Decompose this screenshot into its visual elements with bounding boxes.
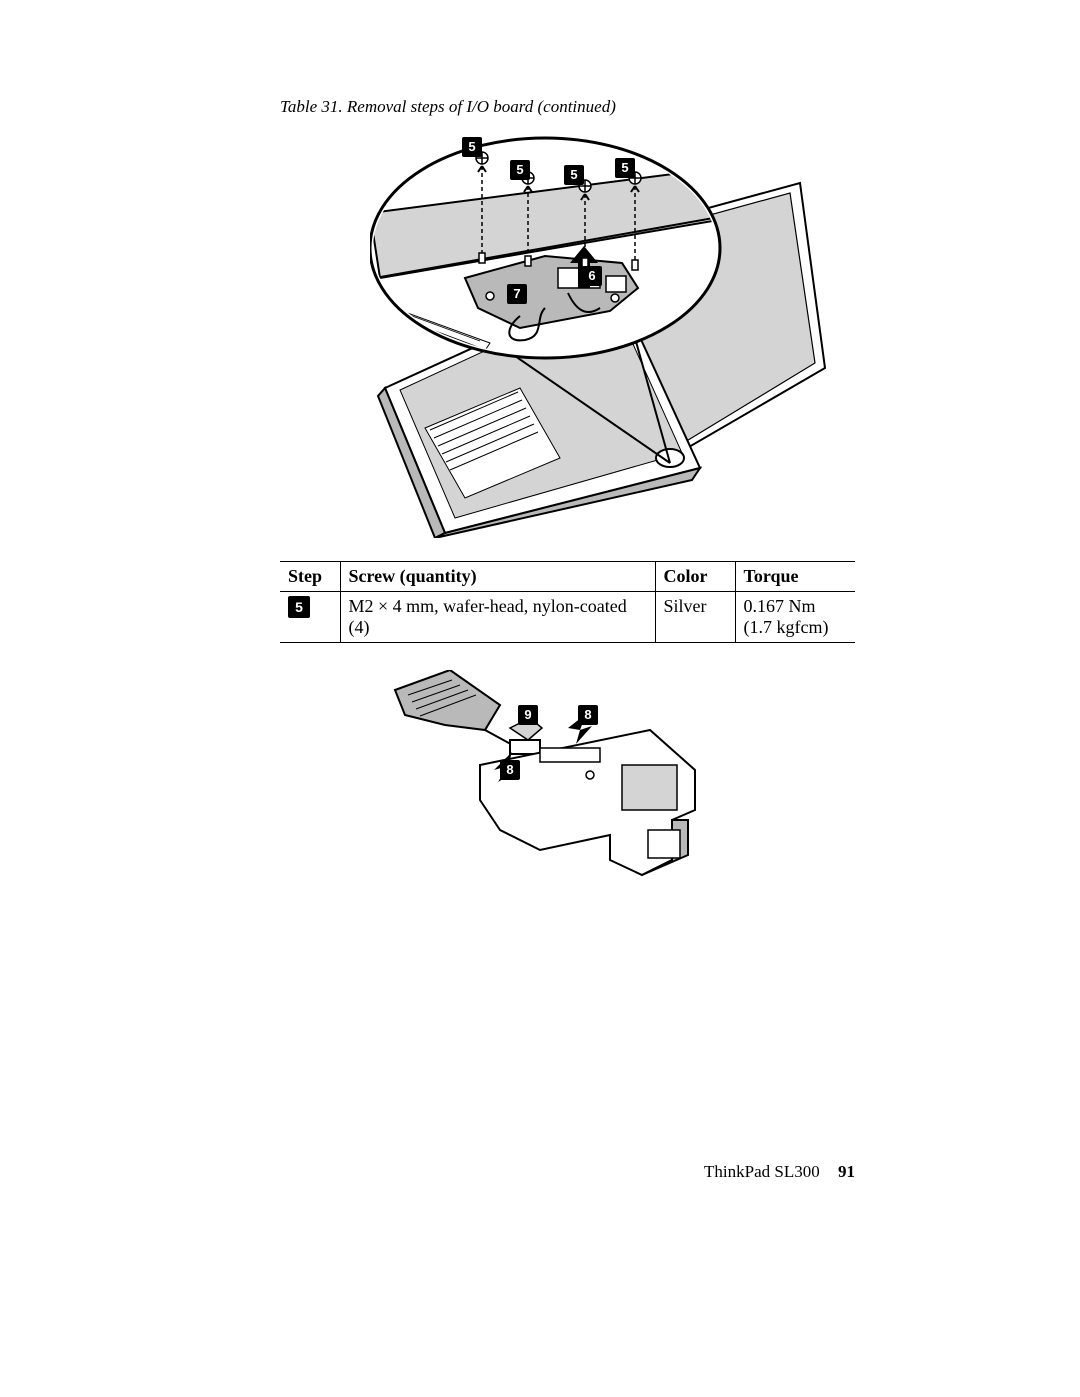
callout-5: 5	[615, 158, 635, 178]
figure-top: 5 5 5 5 6 7	[370, 128, 830, 538]
callout-8: 8	[500, 760, 520, 780]
footer-page-number: 91	[838, 1162, 855, 1181]
laptop-io-board-illustration	[370, 128, 830, 538]
callout-7: 7	[507, 284, 527, 304]
page: Table 31. Removal steps of I/O board (co…	[0, 0, 1080, 1397]
figure-bottom: 9 8 8	[390, 670, 730, 890]
callout-8: 8	[578, 705, 598, 725]
td-color: Silver	[655, 592, 735, 643]
th-screw: Screw (quantity)	[340, 562, 655, 592]
table-caption: Table 31. Removal steps of I/O board (co…	[280, 97, 616, 117]
td-torque: 0.167 Nm (1.7 kgfcm)	[735, 592, 855, 643]
footer-model: ThinkPad SL300	[704, 1162, 820, 1181]
callout-5: 5	[462, 137, 482, 157]
td-step: 5	[280, 592, 340, 643]
td-screw: M2 × 4 mm, wafer-head, nylon-coated (4)	[340, 592, 655, 643]
step-badge: 5	[288, 596, 310, 618]
th-torque: Torque	[735, 562, 855, 592]
page-footer: ThinkPad SL300 91	[704, 1162, 855, 1182]
callout-6: 6	[582, 266, 602, 286]
th-color: Color	[655, 562, 735, 592]
screw-table: Step Screw (quantity) Color Torque 5 M2 …	[280, 561, 855, 643]
callout-5: 5	[564, 165, 584, 185]
io-board-cable-illustration	[390, 670, 730, 890]
callout-9: 9	[518, 705, 538, 725]
table-header-row: Step Screw (quantity) Color Torque	[280, 562, 855, 592]
callout-5: 5	[510, 160, 530, 180]
table-row: 5 M2 × 4 mm, wafer-head, nylon-coated (4…	[280, 592, 855, 643]
th-step: Step	[280, 562, 340, 592]
